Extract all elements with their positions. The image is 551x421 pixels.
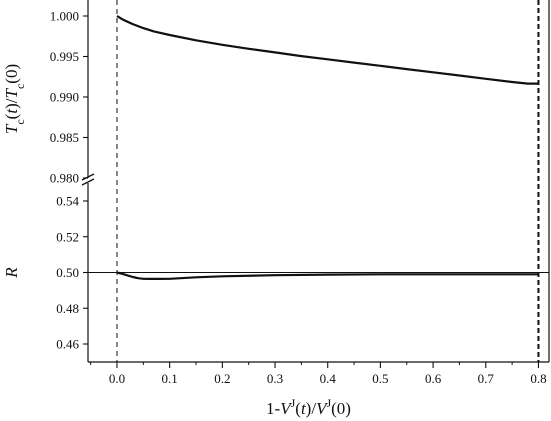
bottom-y-axis-title: R [2, 267, 21, 279]
bottom-series-line [116, 271, 539, 280]
top-y-axis-title: Tc(t)/Tc(0) [2, 64, 27, 134]
top-ytick-label: 0.995 [50, 49, 79, 64]
x-tick-label: 0.1 [162, 371, 178, 386]
x-tick-label: 0.4 [320, 371, 337, 386]
x-axis: 0.0 0.1 0.2 0.3 0.4 0.5 0.6 0.7 0.8 [90, 362, 547, 386]
x-tick-label: 0.2 [214, 371, 230, 386]
bottom-panel: 0.46 0.48 0.50 0.52 0.54 [56, 194, 549, 352]
x-tick-label: 0.0 [109, 371, 125, 386]
bottom-ytick-label: 0.50 [56, 265, 79, 280]
x-tick-label: 0.7 [478, 371, 495, 386]
bottom-ytick-label: 0.52 [56, 229, 79, 244]
bottom-ytick-label: 0.48 [56, 301, 79, 316]
axis-break-mark [81, 173, 95, 181]
top-ytick-label: 0.980 [50, 171, 79, 186]
x-tick-label: 0.8 [530, 371, 546, 386]
plot-frame [81, 0, 550, 363]
top-ytick-label: 1.000 [50, 9, 79, 24]
top-ytick-label: 0.990 [50, 90, 79, 105]
bottom-ytick-label: 0.46 [56, 337, 79, 352]
axis-titles: 1-VJ(t)/VJ(0) Tc(t)/Tc(0) R [2, 64, 351, 418]
x-tick-label: 0.6 [425, 371, 442, 386]
axis-break-mark [81, 178, 95, 186]
top-ytick-label: 0.985 [50, 130, 79, 145]
x-axis-title: 1-VJ(t)/VJ(0) [266, 396, 351, 418]
x-tick-label: 0.3 [267, 371, 283, 386]
bottom-ytick-label: 0.54 [56, 194, 79, 209]
reference-lines [116, 0, 540, 362]
x-tick-label: 0.5 [372, 371, 388, 386]
top-panel: 0.980 0.985 0.990 0.995 1.000 [50, 9, 539, 186]
top-series-line [116, 15, 539, 85]
